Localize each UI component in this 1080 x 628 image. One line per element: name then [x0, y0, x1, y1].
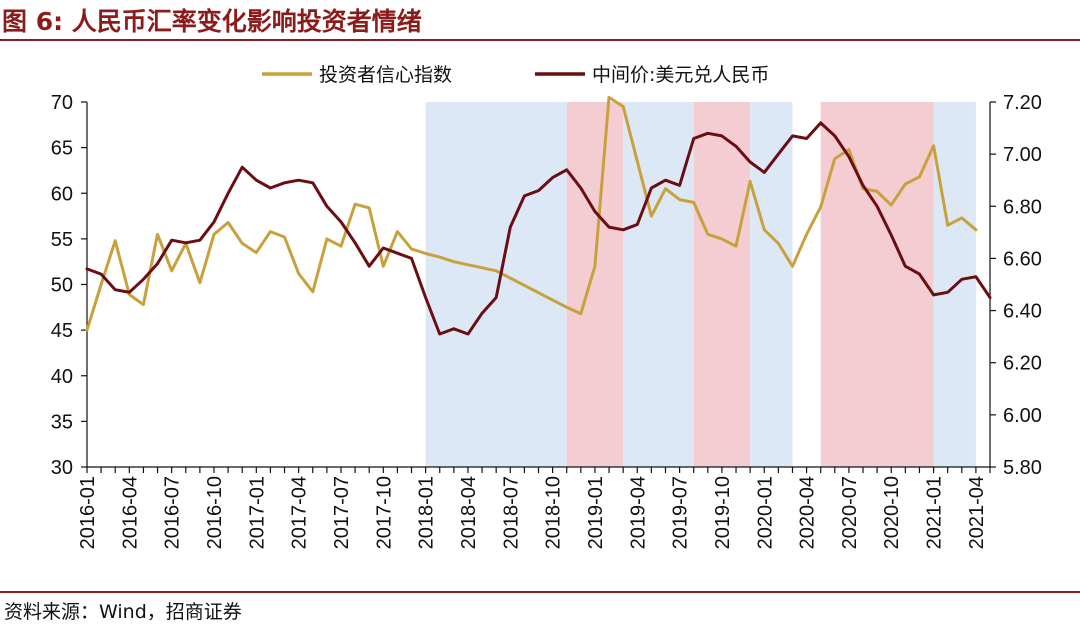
x-tick-label: 2020-04: [797, 476, 819, 549]
source-note: 资料来源：Wind，招商证券: [4, 601, 242, 623]
right-tick-label: 6.80: [1003, 196, 1042, 218]
left-tick-label: 40: [51, 366, 73, 388]
chart: 30 35 40 45 50 55 60 65 70 5.80 6.00 6.20 6.40 6.60 6.…: [51, 64, 1042, 549]
title-divider: [0, 39, 1080, 41]
right-tick-label: 6.60: [1003, 248, 1042, 270]
left-tick-label: 70: [51, 92, 73, 114]
x-tick-label: 2017-01: [246, 476, 268, 549]
legend-item-sentiment-label: 投资者信心指数: [319, 64, 452, 86]
x-tick-label: 2017-07: [331, 476, 353, 549]
legend: 投资者信心指数 中间价:美元兑人民币: [262, 64, 769, 86]
shaded-period-red: [820, 102, 934, 467]
x-tick-label: 2017-10: [373, 476, 395, 549]
x-tick-label: 2021-01: [924, 476, 946, 549]
shaded-period-blue: [623, 102, 694, 467]
left-tick-label: 65: [51, 138, 73, 160]
left-tick-label: 60: [51, 183, 73, 205]
x-tick-label: 2019-01: [585, 476, 607, 549]
left-tick-label: 30: [51, 457, 73, 479]
shaded-period-blue: [750, 102, 793, 467]
right-tick-label: 6.40: [1003, 301, 1042, 323]
series-line-sentiment: [85, 95, 978, 332]
x-tick-label: 2019-10: [712, 476, 734, 549]
x-tick-label: 2018-07: [500, 476, 522, 549]
left-tick-label: 45: [51, 320, 73, 342]
x-tick-label: 2017-04: [289, 476, 311, 549]
x-tick-label: 2020-01: [754, 476, 776, 549]
left-tick-label: 50: [51, 275, 73, 297]
x-tick-label: 2018-10: [543, 476, 565, 549]
left-tick-label: 35: [51, 411, 73, 433]
series-line-fx: [85, 121, 992, 336]
x-tick-label: 2016-10: [204, 476, 226, 549]
right-tick-label: 5.80: [1003, 457, 1042, 479]
x-tick-label: 2020-10: [881, 476, 903, 549]
right-tick-label: 7.20: [1003, 92, 1042, 114]
x-tick-label: 2018-01: [416, 476, 438, 549]
x-tick-label: 2019-04: [627, 476, 649, 549]
x-tick-label: 2021-04: [966, 476, 988, 549]
left-tick-label: 55: [51, 229, 73, 251]
right-tick-label: 6.00: [1003, 405, 1042, 427]
shaded-period-blue: [425, 102, 567, 467]
right-tick-label: 6.20: [1003, 353, 1042, 375]
shaded-period-red: [566, 102, 624, 467]
shaded-period-red: [693, 102, 751, 467]
x-tick-label: 2016-07: [162, 476, 184, 549]
legend-item-fx-label: 中间价:美元兑人民币: [592, 64, 769, 86]
right-tick-label: 7.00: [1003, 144, 1042, 166]
x-tick-label: 2016-04: [119, 476, 141, 549]
axes: 30 35 40 45 50 55 60 65 70 5.80 6.00 6.20 6.40 6.60 6.…: [51, 92, 1042, 549]
shaded-periods: [425, 102, 976, 467]
page-title: 图 6: 人民币汇率变化影响投资者情绪: [2, 7, 422, 36]
footer-divider: [0, 591, 1080, 593]
series-lines: [85, 95, 992, 336]
x-tick-label: 2020-07: [839, 476, 861, 549]
x-tick-label: 2018-04: [458, 476, 480, 549]
x-tick-label: 2019-07: [670, 476, 692, 549]
x-tick-label: 2016-01: [77, 476, 99, 549]
